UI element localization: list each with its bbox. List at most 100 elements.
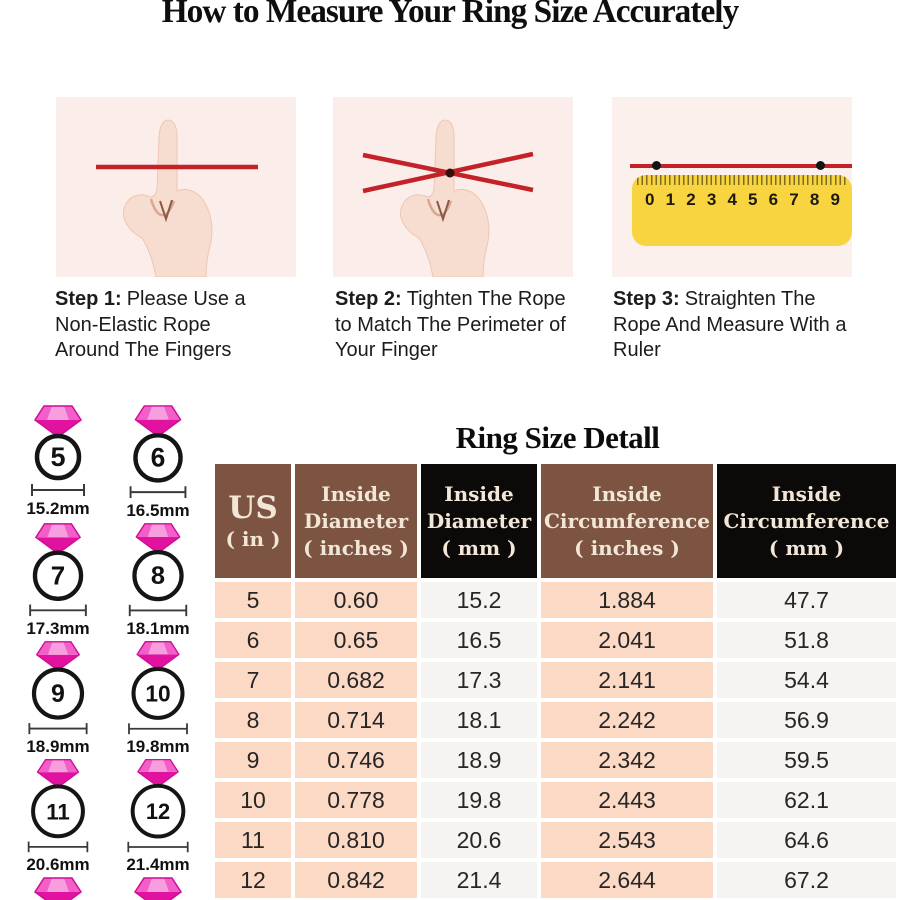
ring-item-12: 12 21.4mm — [108, 757, 208, 875]
ring-item-5: 5 15.2mm — [8, 403, 108, 521]
table-cell: 47.7 — [717, 582, 896, 618]
table-cell: 18.1 — [421, 702, 537, 738]
ruler-number: 3 — [706, 190, 717, 209]
ruler-number: 9 — [830, 190, 840, 209]
header-line: Inside — [321, 481, 391, 506]
table-cell: 0.714 — [295, 702, 417, 738]
rope-end-dot-icon — [816, 161, 825, 170]
ruler-number: 8 — [809, 190, 820, 209]
table-cell: 21.4 — [421, 862, 537, 898]
table-cell: 11 — [215, 822, 291, 858]
table-cell: 17.3 — [421, 662, 537, 698]
ring-diameter-label: 18.1mm — [126, 619, 190, 638]
table-cell: 20.6 — [421, 822, 537, 858]
ring-item-6: 6 16.5mm — [108, 403, 208, 521]
ruler-number: 7 — [789, 190, 799, 209]
table-header-col2: Inside Diameter( inches ) — [295, 464, 417, 578]
header-line: Circumference — [723, 508, 890, 533]
header-line: US — [228, 489, 278, 526]
svg-text:8: 8 — [151, 562, 165, 590]
svg-text:5: 5 — [50, 442, 65, 472]
table-cell: 51.8 — [717, 622, 896, 658]
ring-item-10: 10 19.8mm — [108, 639, 208, 757]
ring-item-11: 11 20.6mm — [8, 757, 108, 875]
table-cell: 10 — [215, 782, 291, 818]
ring-icon: 5 — [31, 405, 85, 496]
step2-illustration — [333, 97, 573, 277]
step2-caption: Step 2: Tighten The Rope to Match The Per… — [335, 287, 585, 364]
table-cell: 0.746 — [295, 742, 417, 778]
hand-with-rope-icon — [96, 118, 258, 277]
ring-item-7: 7 17.3mm — [8, 521, 108, 639]
table-cell: 0.778 — [295, 782, 417, 818]
table-cell: 16.5 — [421, 622, 537, 658]
ring-size-table: US( in ) Inside Diameter( inches ) Inside Di… — [215, 464, 900, 898]
table-cell: 7 — [215, 662, 291, 698]
ruler-number: 1 — [665, 190, 676, 209]
ruler-number: 4 — [727, 190, 737, 209]
ruler-number: 5 — [748, 190, 758, 209]
ring-diameter-label: 21.4mm — [126, 855, 190, 874]
table-cell: 2.342 — [541, 742, 713, 778]
ring-detail-title: Ring Size Detall — [455, 420, 660, 455]
table-cell: 12 — [215, 862, 291, 898]
table-cell: 62.1 — [717, 782, 896, 818]
page-title: How to Measure Your Ring Size Accurately — [161, 0, 740, 30]
svg-text:10: 10 — [145, 681, 170, 707]
ring-icon: 9 — [28, 641, 88, 735]
ring-item-8: 8 18.1mm — [108, 521, 208, 639]
ring-diameter-label: 17.3mm — [26, 619, 90, 638]
table-header-col4: Inside Circumference( inches ) — [541, 464, 713, 578]
step1-caption: Step 1: Please Use a Non-Elastic Rope Aro… — [55, 287, 270, 364]
rope-knot-icon — [445, 168, 455, 178]
header-line: ( mm ) — [441, 535, 517, 560]
table-cell: 0.682 — [295, 662, 417, 698]
rope-line-icon — [630, 164, 852, 168]
svg-text:11: 11 — [46, 799, 70, 824]
ring-diameter-label: 19.8mm — [126, 737, 190, 756]
header-line: Circumference — [544, 508, 710, 533]
step1-text: Please Use a Non-Elastic Rope Around The… — [55, 288, 246, 361]
table-cell: 64.6 — [717, 822, 896, 858]
table-cell: 6 — [215, 622, 291, 658]
table-cell: 0.65 — [295, 622, 417, 658]
header-line: Diameter — [303, 508, 409, 533]
table-cell: 8 — [215, 702, 291, 738]
table-cell: 0.60 — [295, 582, 417, 618]
ring-diameter-label: 20.6mm — [26, 855, 90, 874]
ring-diameter-label: 18.9mm — [26, 737, 90, 756]
header-line: ( inches ) — [303, 535, 409, 560]
table-cell: 15.2 — [421, 582, 537, 618]
step3-label: Step 3: — [613, 288, 680, 310]
table-cell: 9 — [215, 742, 291, 778]
rope-end-dot-icon — [652, 161, 661, 170]
table-cell: 54.4 — [717, 662, 896, 698]
table-cell: 19.8 — [421, 782, 537, 818]
header-line: ( mm ) — [768, 535, 845, 560]
table-cell: 18.9 — [421, 742, 537, 778]
ring-icon: 6 — [129, 405, 187, 499]
ring-diameter-label: 15.2mm — [26, 499, 90, 518]
table-header-col1: US( in ) — [215, 464, 291, 578]
table-cell: 2.644 — [541, 862, 713, 898]
ring-icon: 12 — [127, 758, 189, 853]
table-header-col5: Inside Circumference( mm ) — [717, 464, 896, 578]
ruler-number: 0 — [645, 190, 655, 209]
ring-item-partial — [108, 875, 208, 900]
ring-icon: 7 — [29, 523, 87, 617]
step3-text: Straighten The Rope And Measure With a R… — [613, 288, 847, 361]
header-line: Inside — [444, 481, 514, 506]
ring-icon — [33, 877, 83, 900]
header-line: ( inches ) — [574, 535, 680, 560]
header-line: ( in ) — [225, 526, 281, 551]
header-line: Inside — [592, 481, 662, 506]
table-cell: 2.242 — [541, 702, 713, 738]
table-cell: 0.842 — [295, 862, 417, 898]
hand-with-tightened-rope-icon — [362, 118, 534, 277]
svg-text:9: 9 — [51, 680, 65, 708]
step2-label: Step 2: — [335, 288, 402, 310]
